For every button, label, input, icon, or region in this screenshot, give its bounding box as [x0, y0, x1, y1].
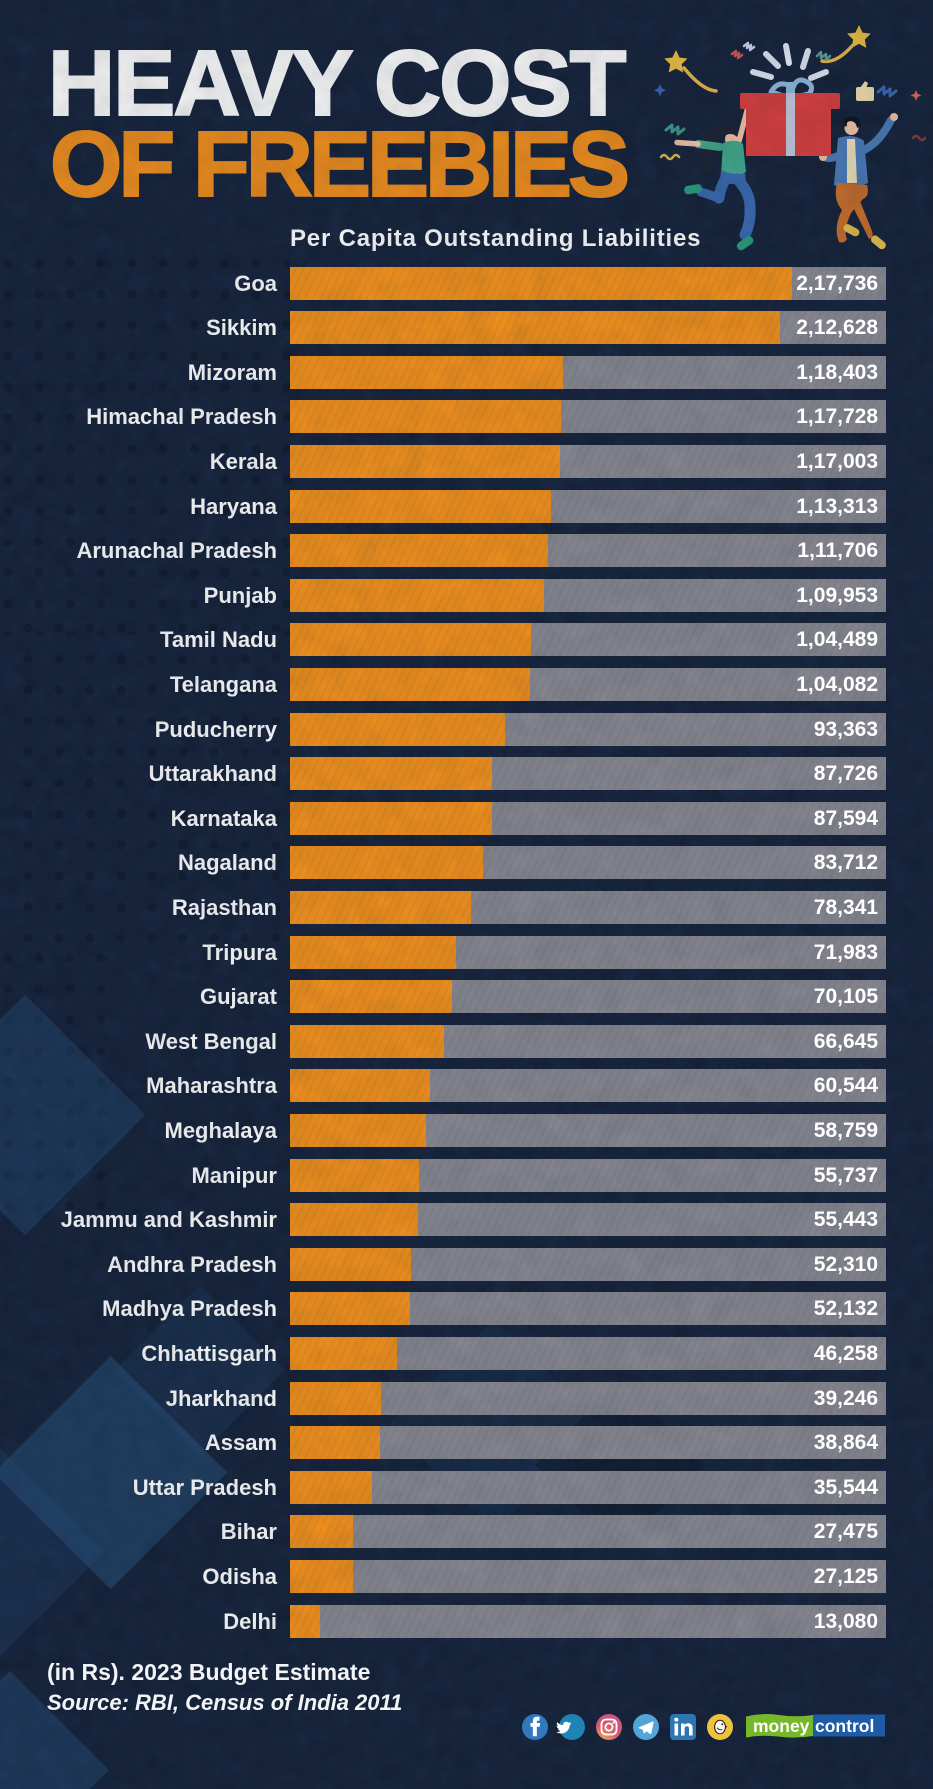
svg-text:control: control — [815, 1716, 874, 1736]
svg-text:money: money — [753, 1716, 810, 1736]
